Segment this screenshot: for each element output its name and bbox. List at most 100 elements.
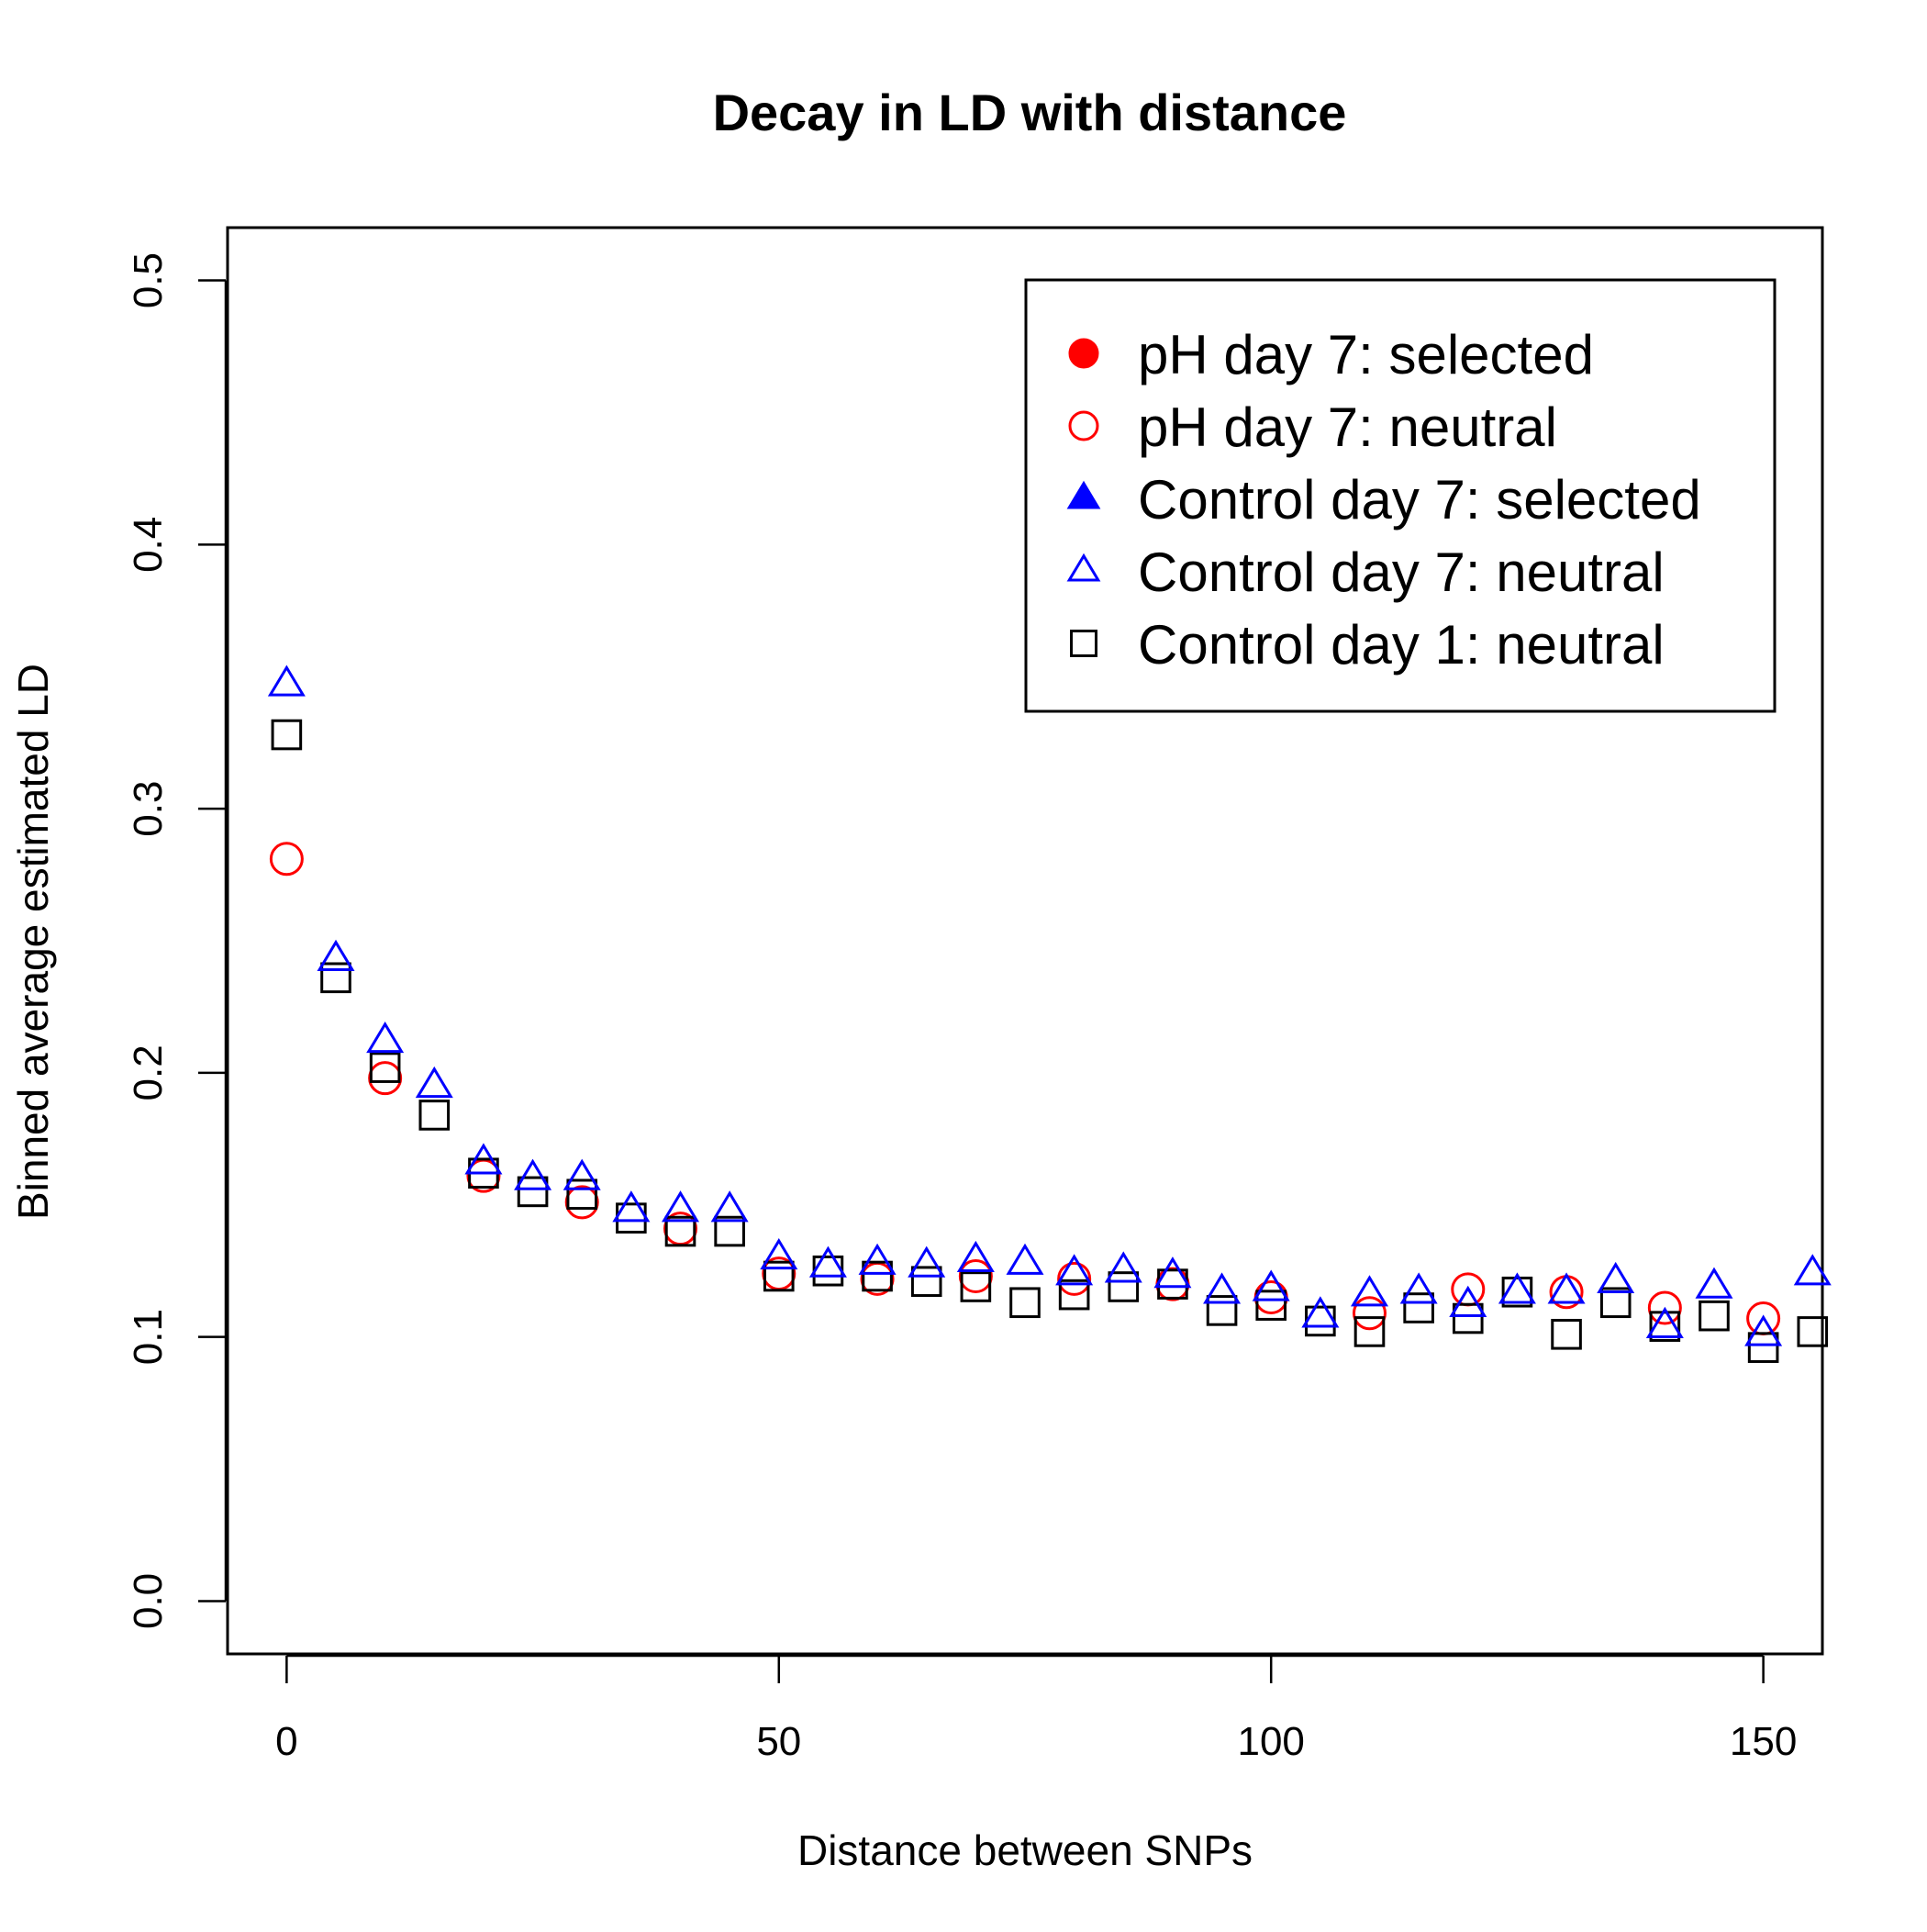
x-axis: 0 50 100 150: [275, 1654, 1797, 1764]
data-point: [1104, 1251, 1142, 1283]
y-tick-label: 0.4: [126, 517, 171, 573]
y-tick-label: 0.0: [126, 1573, 171, 1629]
legend-entries: pH day 7: selected pH day 7: neutral Contr…: [1066, 324, 1701, 676]
data-point: [1501, 1276, 1533, 1308]
x-tick-label: 0: [275, 1719, 297, 1764]
series-1: [269, 842, 1781, 1336]
data-point: [1203, 1272, 1242, 1304]
legend-entry: Control day 7: selected: [1066, 469, 1701, 530]
data-point: [1695, 1267, 1733, 1299]
legend: pH day 7: selected pH day 7: neutral Contr…: [1024, 278, 1777, 713]
y-tick-label: 0.1: [126, 1309, 171, 1365]
data-point: [1006, 1243, 1044, 1275]
data-point: [1449, 1285, 1487, 1317]
data-point: [1252, 1269, 1290, 1301]
data-point: [1452, 1302, 1484, 1335]
data-point: [1108, 1271, 1140, 1302]
legend-marker: [1068, 338, 1099, 369]
data-point: [1547, 1272, 1586, 1304]
data-point: [862, 1260, 893, 1292]
data-points: [267, 664, 1832, 1363]
data-point: [1255, 1290, 1287, 1321]
data-point: [1699, 1300, 1730, 1332]
legend-marker: [1066, 480, 1101, 509]
data-point: [1301, 1296, 1340, 1328]
data-point: [317, 939, 355, 971]
data-point: [1350, 1275, 1388, 1307]
data-point: [1744, 1314, 1783, 1346]
data-point: [1797, 1316, 1829, 1347]
legend-entry: pH day 7: neutral: [1068, 396, 1557, 458]
data-point: [1155, 1267, 1190, 1301]
data-point: [956, 1240, 995, 1273]
data-point: [415, 1066, 453, 1099]
data-point: [858, 1243, 897, 1275]
data-point: [1009, 1287, 1041, 1319]
data-point: [366, 1021, 405, 1054]
data-point: [563, 1158, 601, 1190]
data-point: [1352, 1296, 1387, 1331]
data-point: [812, 1255, 844, 1287]
legend-label: pH day 7: neutral: [1138, 396, 1557, 458]
data-point: [1206, 1295, 1238, 1326]
data-point: [808, 1245, 847, 1278]
data-point: [1058, 1279, 1090, 1311]
data-point: [763, 1260, 795, 1292]
x-tick-label: 50: [756, 1719, 801, 1764]
data-point: [1551, 1318, 1582, 1350]
legend-marker: [1070, 630, 1097, 657]
legend-label: Control day 7: neutral: [1138, 542, 1665, 603]
y-tick-label: 0.2: [126, 1044, 171, 1100]
series-4: [271, 719, 1829, 1363]
data-point: [369, 1052, 401, 1083]
data-point: [1057, 1261, 1092, 1296]
y-tick-label: 0.5: [126, 252, 171, 308]
data-point: [564, 1185, 599, 1220]
data-point: [664, 1215, 696, 1247]
data-point: [1793, 1254, 1832, 1286]
data-point: [1403, 1292, 1434, 1323]
data-point: [910, 1266, 942, 1298]
data-point: [710, 1190, 749, 1223]
data-point: [514, 1158, 552, 1190]
x-tick-label: 100: [1237, 1719, 1304, 1764]
data-point: [464, 1143, 503, 1175]
data-point: [1647, 1290, 1682, 1325]
legend-marker: [1068, 410, 1099, 441]
plot-frame: [226, 226, 1824, 1656]
data-point: [368, 1061, 403, 1096]
legend-box: [1024, 278, 1777, 713]
data-point: [1498, 1272, 1536, 1304]
legend-entry: pH day 7: selected: [1068, 324, 1594, 385]
x-axis-label: Distance between SNPs: [797, 1826, 1253, 1874]
chart-title: Decay in LD with distance: [713, 84, 1347, 141]
series-3: [267, 664, 1832, 1346]
data-point: [958, 1258, 993, 1293]
legend-marker: [1066, 553, 1101, 582]
data-point: [1645, 1306, 1684, 1338]
data-point: [517, 1176, 549, 1208]
data-point: [1649, 1311, 1681, 1342]
x-tick-label: 150: [1730, 1719, 1797, 1764]
data-point: [1305, 1305, 1336, 1337]
data-point: [1399, 1272, 1438, 1304]
legend-entry: Control day 1: neutral: [1070, 614, 1665, 676]
data-point: [1747, 1332, 1779, 1363]
data-point: [1253, 1280, 1288, 1314]
data-point: [267, 664, 306, 697]
y-tick-label: 0.3: [126, 781, 171, 837]
y-axis-label: Binned average estimated LD: [9, 664, 57, 1220]
data-point: [662, 1190, 700, 1223]
data-point: [566, 1178, 598, 1211]
data-point: [1353, 1316, 1386, 1347]
legend-entry: Control day 7: neutral: [1066, 542, 1665, 603]
data-point: [418, 1100, 451, 1131]
data-point: [1597, 1261, 1635, 1294]
data-point: [908, 1245, 946, 1278]
data-point: [271, 719, 303, 751]
legend-label: pH day 7: selected: [1138, 324, 1594, 385]
data-point: [960, 1271, 992, 1302]
legend-label: Control day 7: selected: [1138, 469, 1701, 530]
